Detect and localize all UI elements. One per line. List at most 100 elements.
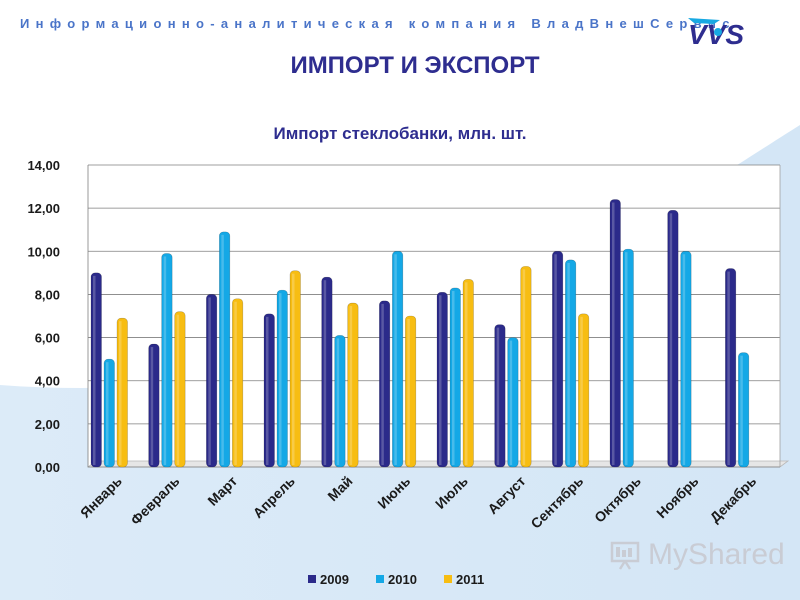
bar-highlight [93,275,96,465]
bar-2010-8 [565,259,577,468]
bar-2010-7 [507,337,519,468]
legend-label-2009: 2009 [320,572,349,587]
watermark: MyShared [610,538,785,572]
bar-2009-10 [667,210,679,468]
bar-highlight [279,293,282,465]
bar-2010-6 [449,287,461,468]
bar-2009-8 [552,250,564,468]
bar-2010-11 [738,352,750,468]
bar-2009-6 [436,291,448,468]
bar-2009-0 [90,272,102,468]
bar-2011-4 [347,302,359,468]
bar-2009-9 [609,199,621,468]
bar-highlight [522,269,526,465]
y-tick-label: 4,00 [35,374,60,389]
x-tick-label: Август [484,473,528,517]
y-tick-label: 12,00 [27,201,60,216]
x-tick-label: Март [204,473,240,509]
bar-2009-3 [263,313,275,468]
bar-highlight [452,290,455,465]
bar-2011-6 [462,279,474,468]
bar-highlight [163,256,167,465]
bar-2011-3 [289,270,301,468]
bar-highlight [465,282,468,465]
x-tick-label: Январь [77,473,125,521]
bar-highlight [292,273,295,465]
y-tick-label: 6,00 [35,331,60,346]
bar-highlight [150,347,154,465]
bar-2010-3 [276,289,288,468]
bar-2010-5 [392,250,404,468]
bar-highlight [727,271,730,465]
bar-2009-5 [379,300,391,468]
bar-highlight [266,316,269,465]
x-tick-label: Сентябрь [527,473,586,532]
bar-highlight [407,319,410,465]
legend-swatch-2009 [308,575,316,583]
bar-highlight [394,254,397,465]
x-tick-label: Апрель [250,473,299,522]
bar-highlight [208,297,211,465]
bar-highlight [567,262,570,465]
chart-title: Импорт стеклобанки, млн. шт. [273,124,526,143]
x-tick-label: Июнь [374,473,413,512]
x-tick-label: Ноябрь [653,473,702,522]
bar-highlight [682,254,686,465]
bar-highlight [336,338,340,465]
x-tick-label: Октябрь [591,473,644,526]
bar-2010-0 [103,358,115,468]
y-tick-label: 0,00 [35,460,60,475]
bar-highlight [323,280,327,465]
company-header: Информационно-аналитическая компания Вла… [20,16,736,31]
bar-highlight [625,252,628,465]
bar-2009-7 [494,324,506,468]
bar-2010-4 [334,335,346,468]
plot-area [88,165,780,467]
legend-swatch-2010 [376,575,384,583]
y-tick-label: 2,00 [35,417,60,432]
bar-highlight [221,234,224,465]
y-tick-label: 8,00 [35,287,60,302]
y-tick-label: 10,00 [27,244,60,259]
bar-2011-8 [578,313,590,468]
x-tick-label: Декабрь [707,473,760,526]
vvs-logo: VVS [684,10,774,55]
watermark-text: MyShared [648,538,785,571]
bar-2009-1 [148,343,160,468]
bar-highlight [554,254,557,465]
bar-2010-10 [680,250,692,468]
bar-highlight [612,202,615,465]
x-tick-label: Июль [432,473,471,512]
bar-highlight [669,213,673,465]
bar-highlight [580,316,583,465]
bar-2011-2 [232,298,244,468]
presentation-icon [610,541,640,570]
bar-highlight [176,314,180,465]
x-tick-label: Май [324,473,355,504]
bar-2010-9 [622,248,634,468]
bar-highlight [234,301,237,465]
page-title: ИМПОРТ И ЭКСПОРТ [290,52,540,79]
bar-highlight [349,306,353,465]
bar-2009-11 [725,268,737,468]
bar-highlight [439,295,442,465]
bar-highlight [496,327,500,465]
x-tick-label: Февраль [127,473,183,529]
bar-highlight [381,303,384,465]
bar-highlight [509,340,513,465]
legend-label-2010: 2010 [388,572,417,587]
bar-highlight [106,362,109,465]
y-tick-label: 14,00 [27,158,60,173]
bar-2009-4 [321,276,333,468]
bar-2011-0 [116,317,128,468]
legend-swatch-2011 [444,575,452,583]
bar-2011-7 [520,266,532,468]
bar-highlight [740,355,743,465]
legend-label-2011: 2011 [456,572,484,587]
bar-2010-1 [161,253,173,468]
bar-highlight [119,321,122,465]
bar-2011-1 [174,311,186,468]
bar-2011-5 [405,315,417,468]
bar-2010-2 [219,231,231,468]
